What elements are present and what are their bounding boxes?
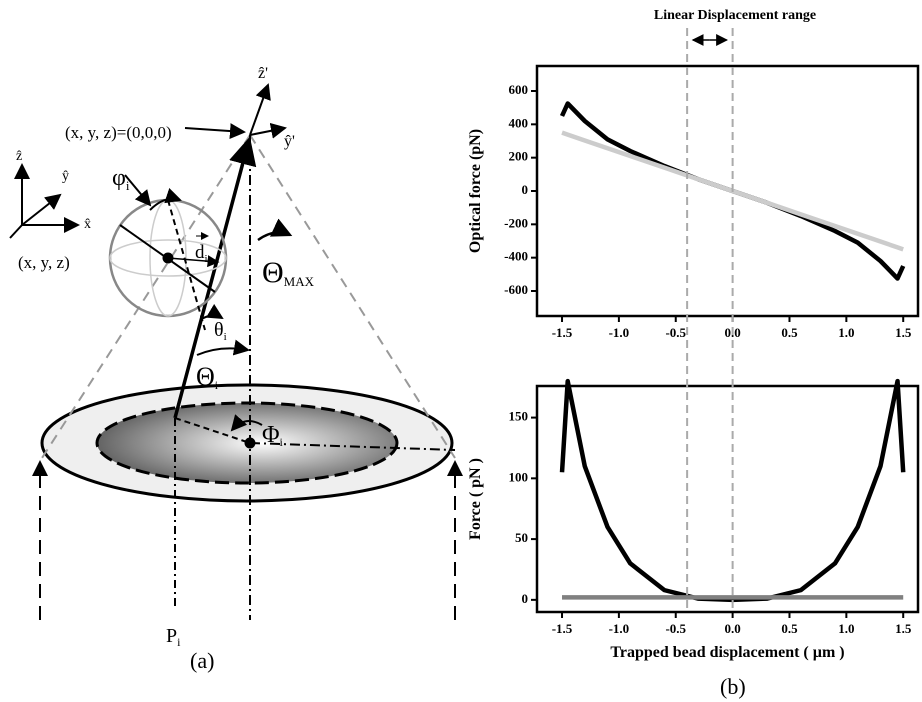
x-tick-label: -0.5 [665,325,686,340]
angle-arc [149,187,182,211]
label-text: φ [112,165,126,191]
label-text: d [195,242,205,263]
x-tick-label: -1.0 [609,325,630,340]
label: Θi [196,362,219,392]
label: ΘMAX [262,256,315,289]
diagram [9,83,463,620]
label-text: θ [214,319,224,341]
x-axis-label: Trapped bead displacement ( µm ) [610,644,844,661]
x-tick-label: 0.0 [724,621,740,636]
label-text: Φ [262,422,280,448]
label: θi [214,319,227,343]
label-sub: i [205,253,208,265]
x-tick-label: 1.5 [895,621,912,636]
y-axis-label: Force ( pN ) [467,458,484,540]
x-tick-label: 0.5 [781,325,798,340]
y-tick-label: 100 [509,469,529,484]
label: ẑ [16,149,22,164]
label: φi [112,165,130,193]
y-tick-label: -200 [504,215,528,230]
bead-axis [167,199,206,331]
y-tick-label: 600 [509,82,529,97]
x-tick-label: 1.0 [838,621,854,636]
label: Φi [262,422,284,449]
y-tick-label: 0 [522,591,529,606]
y-tick-label: -400 [504,249,528,264]
axis-arrow [9,224,23,239]
axis-arrow [249,83,271,136]
y-tick-label: 0 [522,182,529,197]
angle-arc [196,339,250,356]
y-tick-label: -600 [504,282,528,297]
y-tick-label: 50 [515,530,528,545]
label: Pi [166,625,181,649]
displacement-vector [167,255,220,268]
label-sub: i [280,435,284,449]
label: ẑ' [258,65,268,82]
radius-line [249,442,456,451]
angle-arc [199,303,224,321]
data-line [559,378,906,603]
cone-edge [249,134,456,459]
label: ŷ' [284,133,295,150]
y-tick-label: 400 [509,115,529,130]
y-axis-label: Optical force (pN) [467,129,484,253]
disk-center [244,437,256,449]
x-tick-label: 1.5 [895,325,912,340]
pointer [124,174,152,207]
axis-arrow [21,193,62,226]
cone-edge [41,134,251,459]
radius-line [174,417,251,444]
label: (x, y, z)=(0,0,0) [65,123,172,142]
x-tick-label: 0.5 [781,621,798,636]
range-label: Linear Displacement range [654,8,816,23]
diagram-labels: (x, y, z)=(0,0,0) ẑ' ŷ' ẑ ŷ x̂ (x, y, z)… [16,65,746,699]
x-tick-label: -0.5 [665,621,686,636]
angle-arc [257,218,293,242]
x-tick-label: -1.0 [609,621,630,636]
plot-frame [535,384,920,614]
label-sub: i [177,635,181,649]
label-text: Θ [196,362,215,391]
bead-grid [109,239,227,277]
label: x̂ [84,217,91,232]
pointer [184,123,246,140]
angle-arc [230,414,263,432]
x-tick-label: 1.0 [838,325,854,340]
ray [173,136,257,419]
y-tick-label: 150 [509,409,529,424]
x-tick-label: -1.5 [552,621,573,636]
panel-label: (b) [720,674,746,699]
label: di [195,242,208,265]
panel-label: (a) [190,648,214,673]
label-text: Θ [262,256,284,289]
y-tick-label: 200 [509,149,529,164]
label-sub: MAX [284,274,315,289]
label-sub: i [224,331,227,343]
label-sub: i [215,378,219,392]
label: (x, y, z) [18,253,70,272]
bead-diameter [119,224,216,293]
x-tick-label: -1.5 [552,325,573,340]
axis-arrow [249,122,287,139]
label-text: P [166,625,177,647]
label-sub: i [126,178,130,193]
label: ŷ [62,169,69,184]
